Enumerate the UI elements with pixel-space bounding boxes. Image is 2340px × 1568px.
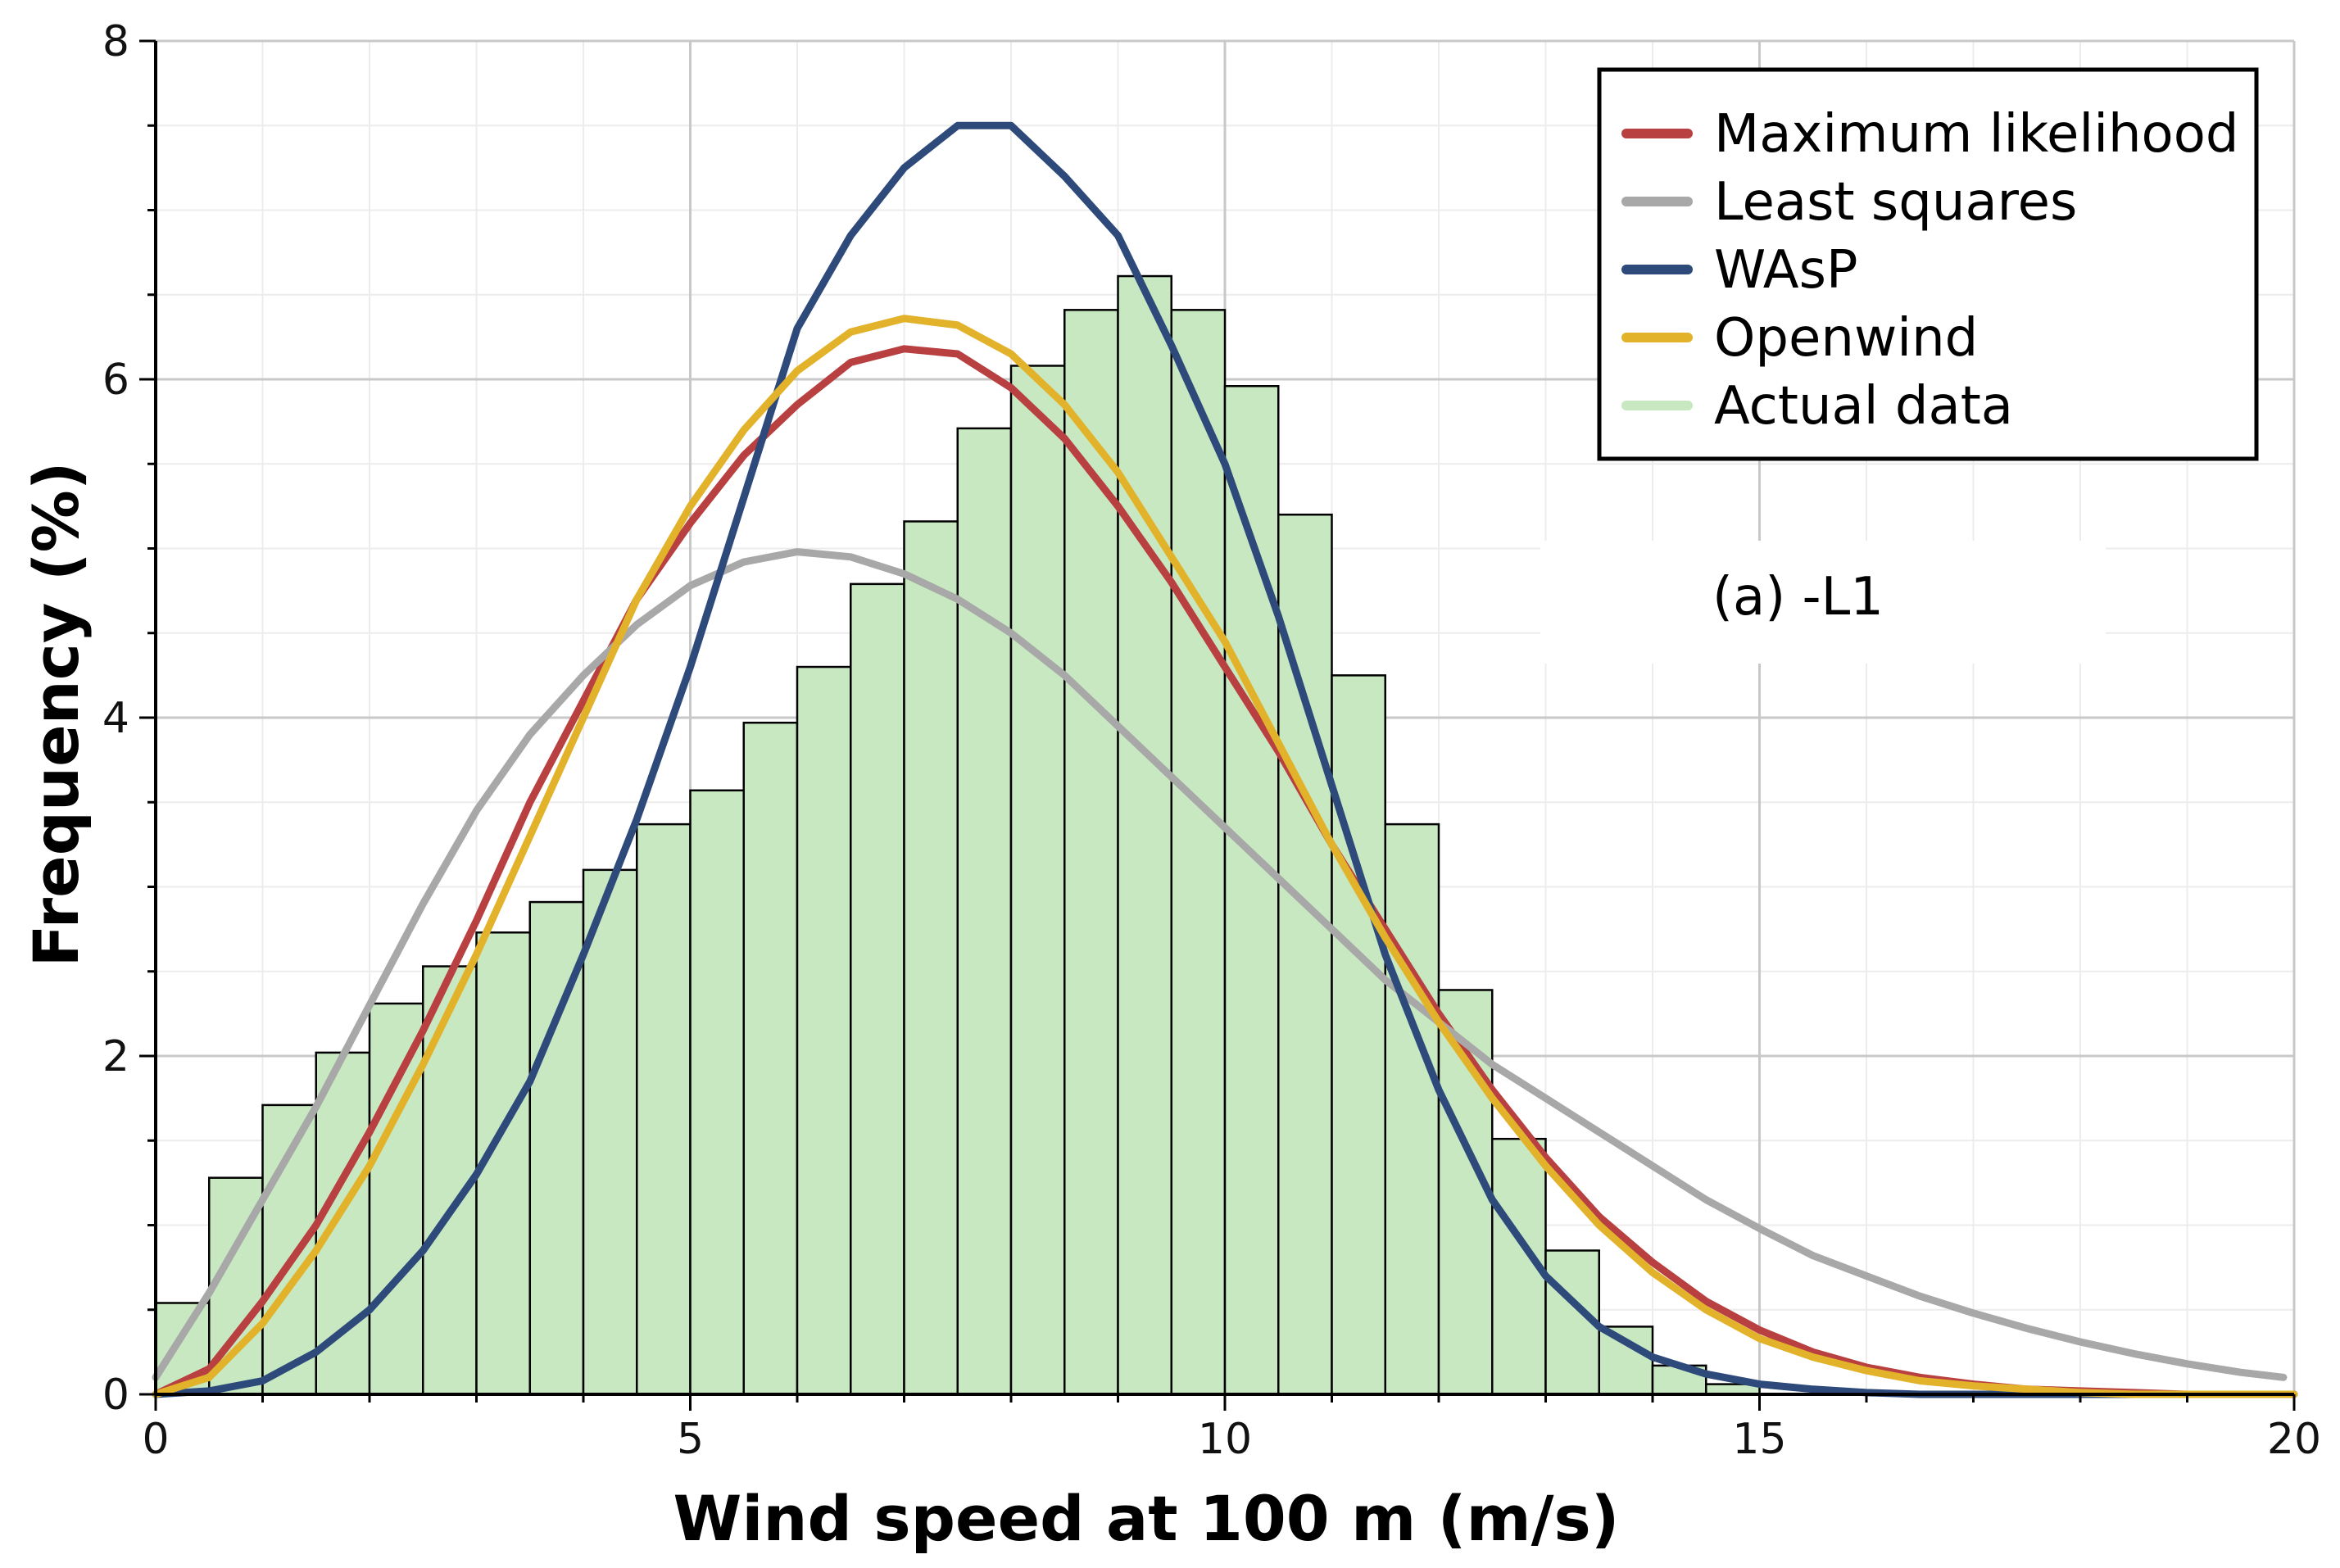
- axes: 0 5 10 15 20 0 2 4 6 8: [102, 17, 2321, 1464]
- series-line-least-squares: [152, 548, 2288, 1381]
- y-tick-label: 0: [102, 1371, 129, 1420]
- y-tick-label: 6: [102, 356, 129, 405]
- y-axis-title: Frequency (%): [20, 462, 93, 968]
- y-tick-label: 4: [102, 694, 129, 743]
- x-tick-label: 0: [142, 1415, 169, 1464]
- histogram-bar: [636, 823, 692, 1396]
- histogram-bar: [1598, 1326, 1654, 1396]
- histogram-bar: [1331, 674, 1386, 1396]
- x-tick-label: 10: [1198, 1415, 1252, 1464]
- histogram-bars: [154, 274, 1761, 1396]
- x-tick-label: 20: [2267, 1415, 2321, 1464]
- x-tick-label: 5: [677, 1415, 704, 1464]
- histogram-bar: [689, 789, 745, 1396]
- histogram-bar: [742, 721, 799, 1396]
- annotation-background: [1540, 541, 2106, 664]
- legend-label: Maximum likelihood: [1714, 104, 2238, 165]
- histogram-bar: [903, 520, 959, 1396]
- y-tick-label: 8: [102, 17, 129, 66]
- histogram-bar: [956, 427, 1013, 1396]
- x-axis-title: Wind speed at 100 m (m/s): [673, 1482, 1620, 1555]
- legend-label: Least squares: [1714, 172, 2077, 233]
- legend-label: WAsP: [1714, 240, 1858, 301]
- histogram-bar: [850, 582, 905, 1396]
- histogram-bar: [582, 868, 638, 1396]
- histogram-bar: [368, 1002, 424, 1396]
- histogram-bar: [1009, 365, 1066, 1396]
- histogram-bar: [1223, 385, 1280, 1396]
- legend-box: [1597, 67, 2259, 461]
- histogram-bar: [1170, 309, 1227, 1396]
- y-tick-label: 2: [102, 1032, 129, 1081]
- legend-label: Openwind: [1714, 308, 1978, 369]
- panel-annotation: (a) -L1: [1712, 567, 1884, 628]
- legend-label: Actual data: [1714, 376, 2013, 437]
- histogram-bar: [1277, 513, 1333, 1396]
- series-line-openwind: [152, 315, 2298, 1398]
- histogram-bar: [796, 665, 852, 1396]
- legend: Maximum likelihood Least squares WAsP Openw…: [1597, 67, 2259, 461]
- histogram-bar: [1117, 274, 1172, 1396]
- x-tick-label: 15: [1732, 1415, 1786, 1464]
- histogram-bar: [1384, 823, 1440, 1396]
